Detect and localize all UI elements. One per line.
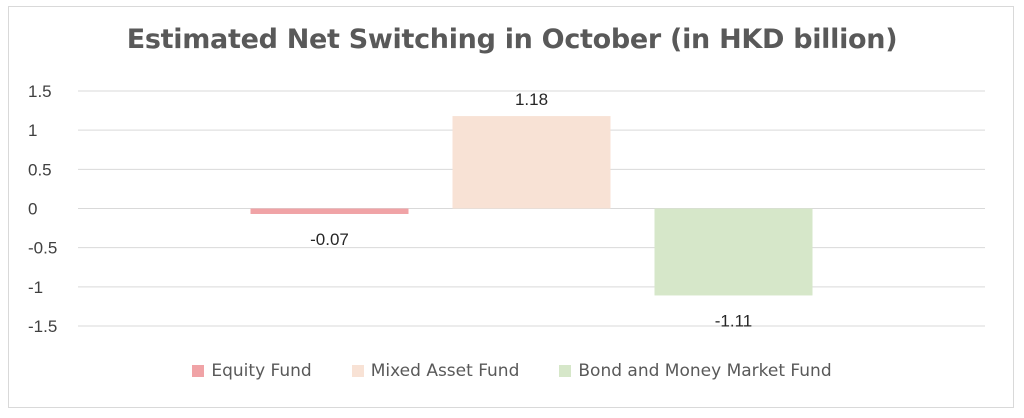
data-labels: -0.07 1.18 -1.11 — [310, 90, 752, 330]
legend: Equity Fund Mixed Asset Fund Bond and Mone… — [0, 361, 1024, 381]
bars — [250, 116, 813, 296]
bar — [452, 116, 611, 209]
legend-item: Equity Fund — [192, 361, 312, 381]
y-axis-ticks: 1.5 1 0.5 0 -0.5 -1 -1.5 — [28, 82, 57, 336]
chart-title: Estimated Net Switching in October (in H… — [126, 24, 898, 55]
data-label: -0.07 — [310, 230, 349, 249]
legend-label: Equity Fund — [211, 361, 312, 381]
legend-item: Bond and Money Market Fund — [559, 361, 832, 381]
legend-label: Mixed Asset Fund — [370, 361, 520, 381]
y-tick-label: -1.5 — [28, 317, 57, 336]
y-tick-label: 0.5 — [28, 160, 52, 179]
legend-label: Bond and Money Market Fund — [578, 361, 832, 381]
legend-item: Mixed Asset Fund — [351, 361, 520, 381]
y-tick-label: -1 — [28, 278, 43, 297]
legend-swatch — [192, 365, 205, 377]
legend-swatch — [351, 365, 364, 377]
y-tick-label: 0 — [28, 200, 37, 219]
bar — [250, 208, 409, 214]
data-label: 1.18 — [515, 90, 548, 109]
y-tick-label: 1 — [28, 121, 37, 140]
data-label: -1.11 — [715, 311, 753, 330]
bar — [654, 208, 813, 296]
legend-swatch — [559, 365, 572, 377]
y-tick-label: 1.5 — [28, 82, 52, 101]
y-tick-label: -0.5 — [28, 239, 57, 258]
